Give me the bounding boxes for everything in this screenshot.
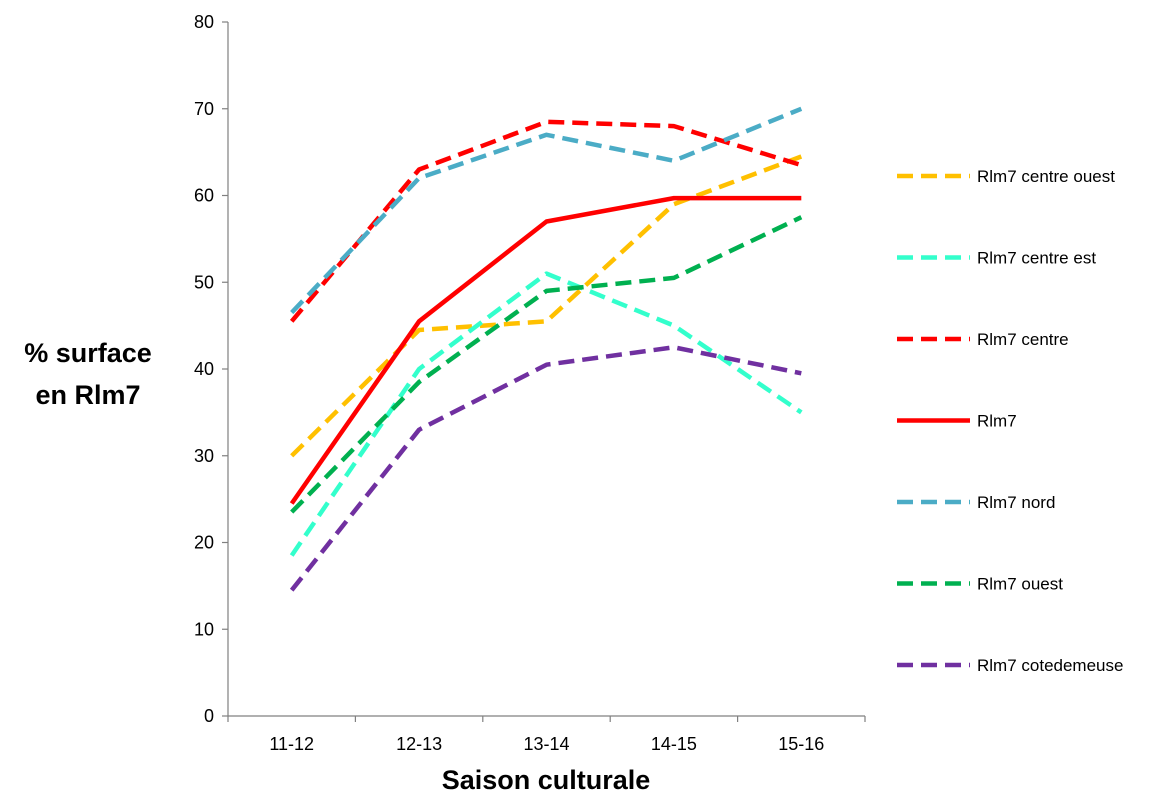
y-tick-label: 60 (194, 186, 214, 206)
y-tick-label: 70 (194, 99, 214, 119)
y-axis-title-line-2: en Rlm7 (35, 380, 140, 410)
series-lines (289, 106, 803, 592)
series-line-4 (290, 106, 803, 315)
legend-label-1: Rlm7 centre est (977, 249, 1096, 268)
x-tick-label: 13-14 (523, 734, 569, 754)
y-tick-label: 50 (194, 272, 214, 292)
legend: Rlm7 centre ouest Rlm7 centre est Rlm7 cen… (897, 167, 1123, 675)
series-line-3 (289, 195, 802, 505)
series-line-1 (289, 271, 803, 557)
series-line-6 (289, 345, 802, 592)
series-line-0 (290, 154, 803, 458)
x-ticks: 11-12 12-13 13-14 14-15 15-16 (227, 716, 866, 754)
x-tick-label: 15-16 (778, 734, 824, 754)
legend-label-2: Rlm7 centre (977, 330, 1069, 349)
series-line-5 (290, 215, 803, 514)
y-ticks: 0 10 20 30 40 50 60 70 80 (194, 12, 228, 726)
y-tick-label: 20 (194, 533, 214, 553)
legend-label-3: Rlm7 (977, 412, 1017, 431)
x-tick-label: 14-15 (651, 734, 697, 754)
legend-label-5: Rlm7 ouest (977, 575, 1063, 594)
y-tick-label: 40 (194, 359, 214, 379)
x-axis-title: Saison culturale (442, 765, 651, 795)
y-tick-label: 10 (194, 619, 214, 639)
x-tick-label: 11-12 (269, 734, 314, 754)
axes (227, 22, 865, 717)
y-tick-label: 0 (204, 706, 214, 726)
y-tick-label: 30 (194, 446, 214, 466)
y-axis-title-line-1: % surface (24, 338, 152, 368)
y-tick-label: 80 (194, 12, 214, 32)
legend-label-4: Rlm7 nord (977, 493, 1055, 512)
legend-label-0: Rlm7 centre ouest (977, 167, 1115, 186)
legend-label-6: Rlm7 cotedemeuse (977, 656, 1123, 675)
x-tick-label: 12-13 (396, 734, 442, 754)
